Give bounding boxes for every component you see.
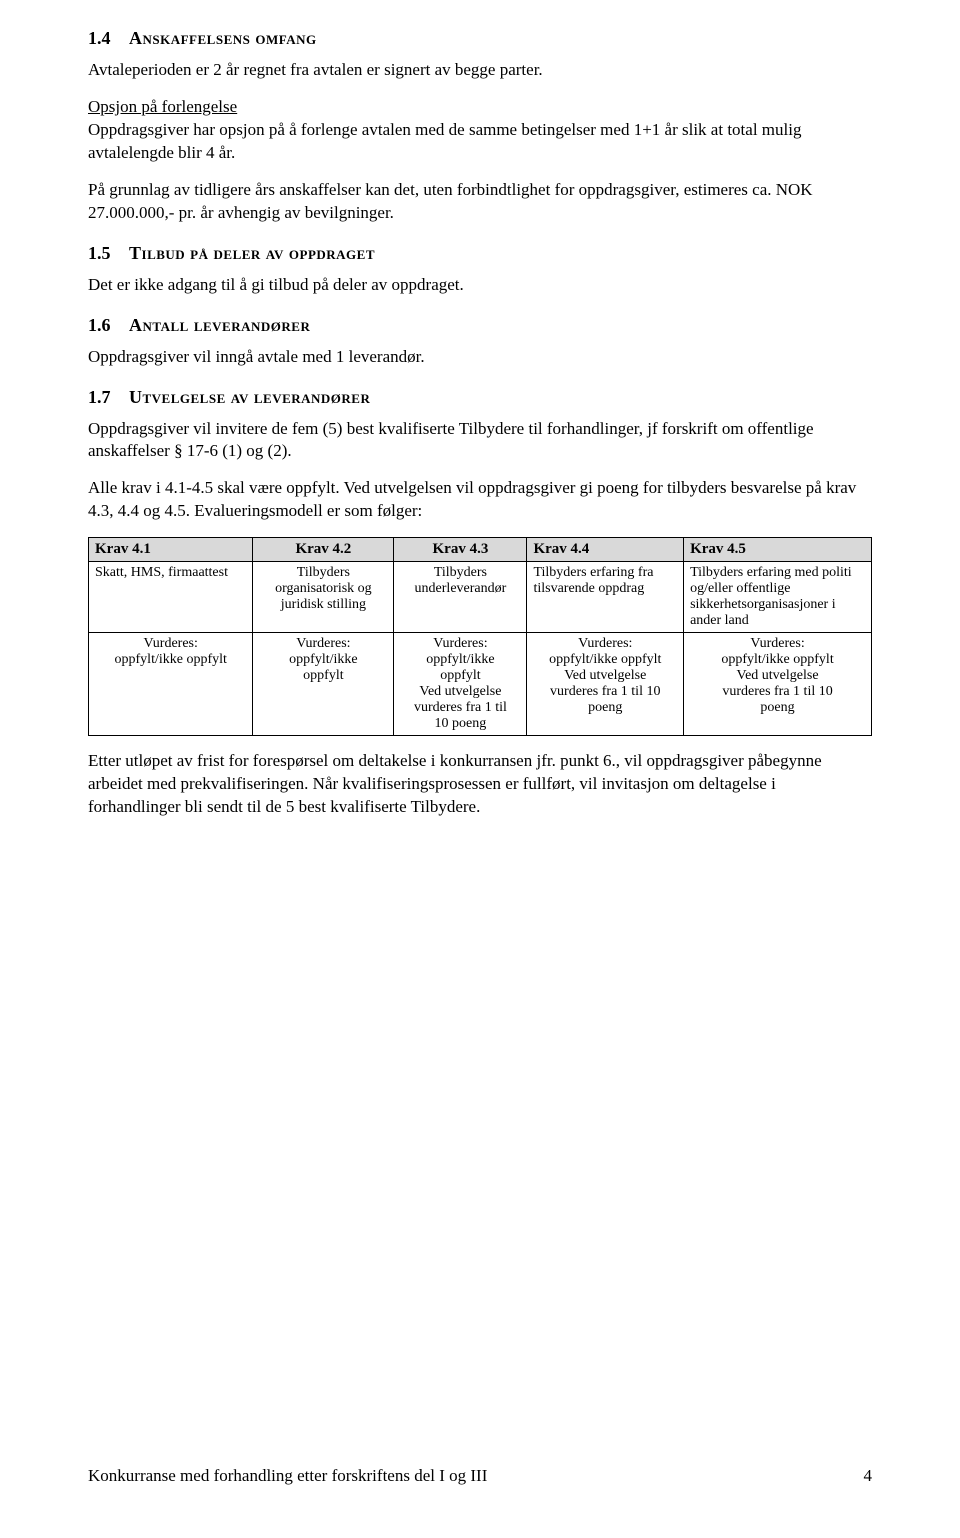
td: Tilbyders erfaring fra tilsvarende oppdr… [527, 562, 684, 633]
td: Tilbyders organisatorisk og juridisk sti… [253, 562, 394, 633]
section-1-4: 1.4 Anskaffelsens omfang Avtaleperioden … [88, 28, 872, 225]
section-1-7: 1.7 Utvelgelse av leverandører Oppdragsg… [88, 387, 872, 820]
table-row: Vurderes:oppfylt/ikke oppfylt Vurderes:o… [89, 633, 872, 736]
heading-num: 1.6 [88, 315, 111, 335]
th: Krav 4.1 [89, 538, 253, 562]
td: Tilbyders underleverandør [394, 562, 527, 633]
heading-num: 1.4 [88, 28, 111, 48]
td: Vurderes:oppfylt/ikke oppfylt [89, 633, 253, 736]
krav-table: Krav 4.1 Krav 4.2 Krav 4.3 Krav 4.4 Krav… [88, 537, 872, 736]
td: Skatt, HMS, firmaattest [89, 562, 253, 633]
para: På grunnlag av tidligere års anskaffelse… [88, 179, 872, 225]
para: Opsjon på forlengelse Oppdragsgiver har … [88, 96, 872, 165]
heading-1-7: 1.7 Utvelgelse av leverandører [88, 387, 872, 408]
heading-title: Tilbud på deler av oppdraget [129, 243, 375, 263]
section-1-5: 1.5 Tilbud på deler av oppdraget Det er … [88, 243, 872, 297]
para: Avtaleperioden er 2 år regnet fra avtale… [88, 59, 872, 82]
heading-1-4: 1.4 Anskaffelsens omfang [88, 28, 872, 49]
underline-lead: Opsjon på forlengelse [88, 97, 237, 116]
th: Krav 4.4 [527, 538, 684, 562]
section-1-6: 1.6 Antall leverandører Oppdragsgiver vi… [88, 315, 872, 369]
heading-title: Anskaffelsens omfang [129, 28, 317, 48]
para: Alle krav i 4.1-4.5 skal være oppfylt. V… [88, 477, 872, 523]
td: Tilbyders erfaring med politi og/eller o… [684, 562, 872, 633]
td: Vurderes:oppfylt/ikkeoppfylt [253, 633, 394, 736]
page-number: 4 [864, 1466, 873, 1486]
td: Vurderes:oppfylt/ikke oppfyltVed utvelge… [527, 633, 684, 736]
footer-text: Konkurranse med forhandling etter forskr… [88, 1466, 487, 1485]
heading-1-6: 1.6 Antall leverandører [88, 315, 872, 336]
heading-num: 1.7 [88, 387, 111, 407]
para-text: Oppdragsgiver har opsjon på å forlenge a… [88, 120, 801, 162]
th: Krav 4.3 [394, 538, 527, 562]
table-header-row: Krav 4.1 Krav 4.2 Krav 4.3 Krav 4.4 Krav… [89, 538, 872, 562]
page-footer: Konkurranse med forhandling etter forskr… [88, 1466, 872, 1486]
heading-title: Utvelgelse av leverandører [129, 387, 370, 407]
para: Oppdragsgiver vil invitere de fem (5) be… [88, 418, 872, 464]
th: Krav 4.2 [253, 538, 394, 562]
para: Det er ikke adgang til å gi tilbud på de… [88, 274, 872, 297]
heading-num: 1.5 [88, 243, 111, 263]
td: Vurderes:oppfylt/ikkeoppfyltVed utvelgel… [394, 633, 527, 736]
heading-title: Antall leverandører [129, 315, 310, 335]
table-row: Skatt, HMS, firmaattest Tilbyders organi… [89, 562, 872, 633]
td: Vurderes:oppfylt/ikke oppfyltVed utvelge… [684, 633, 872, 736]
para: Etter utløpet av frist for forespørsel o… [88, 750, 872, 819]
para: Oppdragsgiver vil inngå avtale med 1 lev… [88, 346, 872, 369]
th: Krav 4.5 [684, 538, 872, 562]
heading-1-5: 1.5 Tilbud på deler av oppdraget [88, 243, 872, 264]
